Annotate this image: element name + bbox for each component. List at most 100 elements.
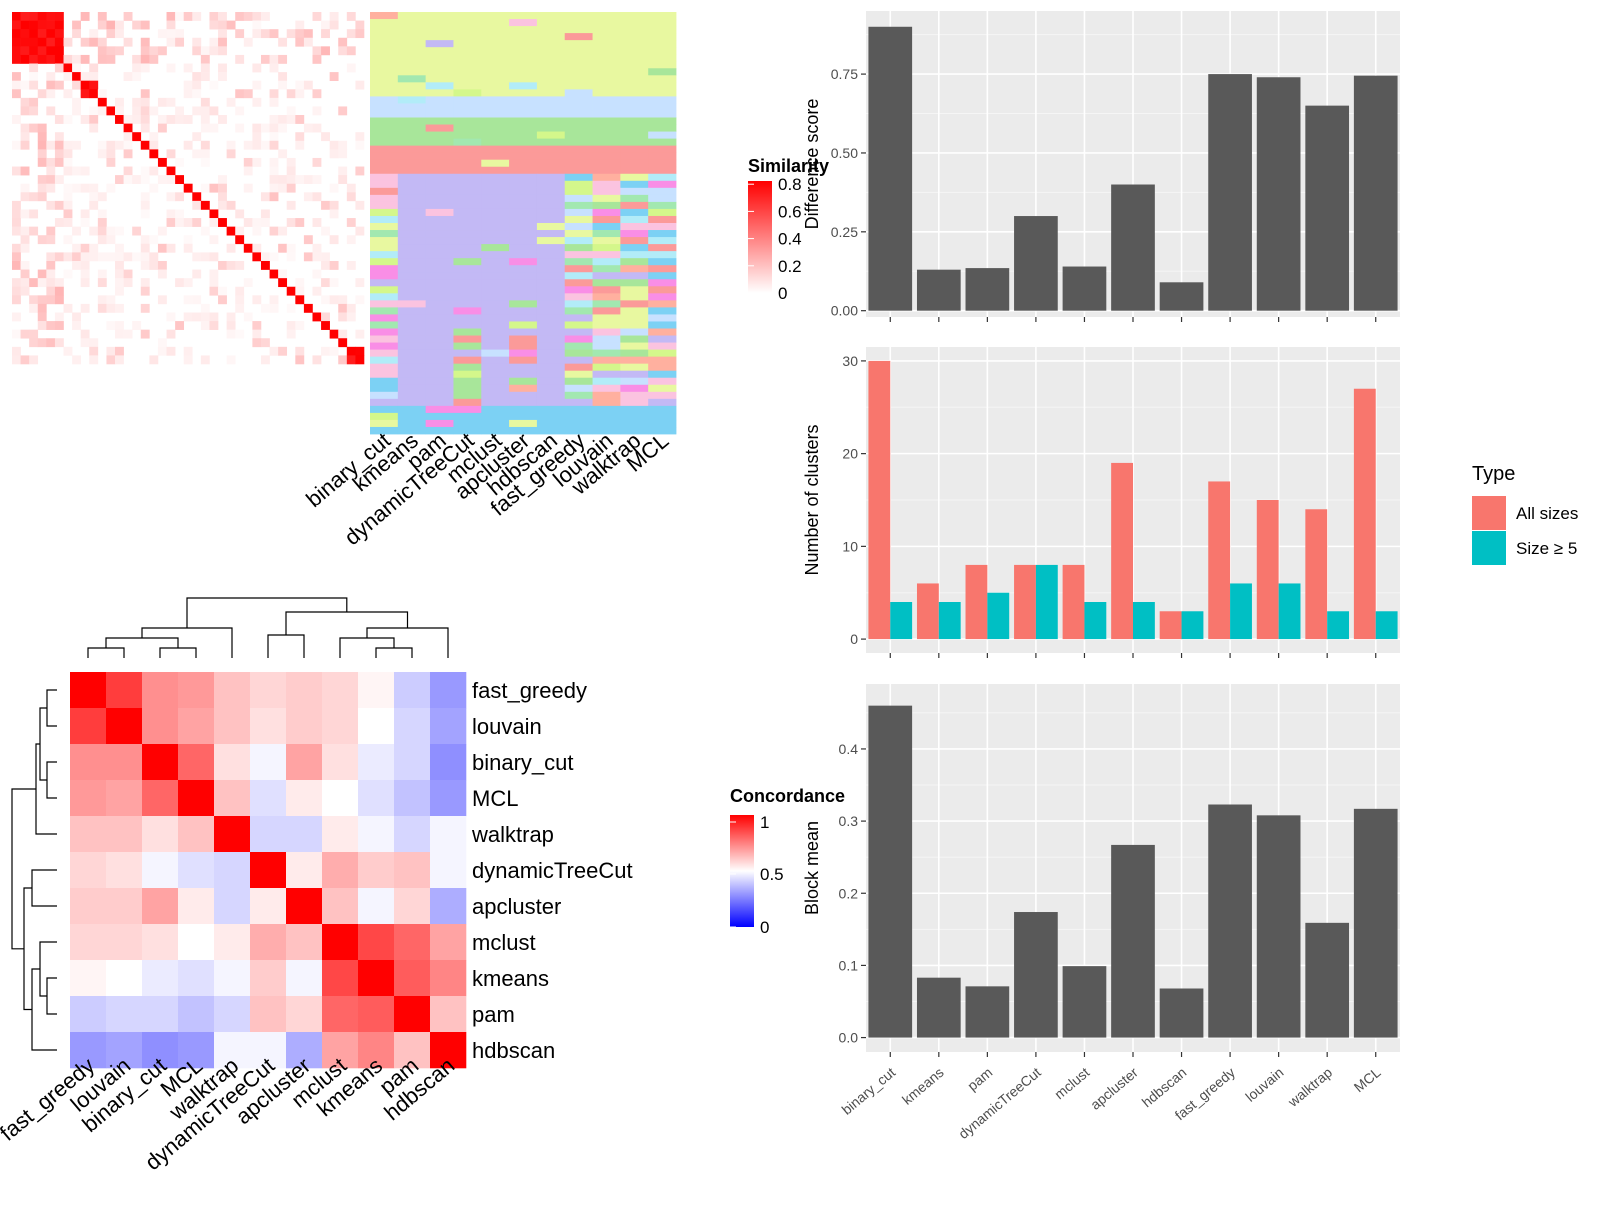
concordance-row-label: walktrap [471, 822, 554, 847]
similarity-cell [106, 183, 116, 193]
bar-all-sizes [1062, 564, 1085, 640]
similarity-cell [303, 123, 313, 133]
assignment-cell [370, 187, 399, 196]
assignment-cell [564, 208, 593, 217]
assignment-cell [425, 180, 454, 189]
bar [1159, 988, 1204, 1038]
assignment-cell [481, 33, 510, 41]
assignment-cell [453, 152, 482, 161]
assignment-cell [425, 40, 454, 48]
concordance-cell [214, 996, 251, 1033]
assignment-cell [425, 258, 454, 266]
similarity-cell [218, 192, 227, 202]
similarity-cell [37, 29, 47, 39]
similarity-cell [12, 140, 21, 150]
similarity-cell [329, 260, 339, 270]
assignment-cell [481, 138, 510, 147]
assignment-cell [620, 166, 649, 175]
assignment-cell [592, 159, 621, 168]
similarity-cell [72, 226, 81, 236]
x-tick-label: MCL [1351, 1064, 1384, 1095]
similarity-cell [321, 132, 330, 142]
similarity-cell [106, 235, 116, 245]
concordance-cell [430, 744, 467, 781]
similarity-cell [12, 355, 21, 365]
assignment-cell [648, 40, 677, 48]
concordance-cell [142, 996, 179, 1033]
concordance-cell [214, 888, 251, 925]
similarity-cell [269, 29, 279, 39]
assignment-cell [509, 419, 538, 428]
similarity-cell [329, 200, 339, 210]
similarity-cell [200, 97, 210, 107]
assignment-cell [536, 61, 566, 69]
similarity-cell [175, 115, 185, 124]
assignment-cell [592, 244, 621, 252]
assignment-cell [425, 124, 454, 132]
concordance-cell [70, 996, 107, 1033]
assignment-cell [453, 307, 482, 315]
assignment-cell [481, 187, 510, 196]
assignment-cell [481, 47, 510, 55]
similarity-cell [115, 303, 124, 313]
assignment-cell [397, 159, 427, 168]
similarity-cell [20, 209, 30, 219]
similarity-cell [260, 192, 270, 202]
bar-size-ge-5 [1375, 611, 1398, 640]
similarity-legend-tick-label: 0.4 [778, 230, 802, 249]
similarity-cell [243, 157, 253, 167]
dendrogram-left-link [31, 869, 57, 907]
similarity-cell [97, 295, 107, 305]
similarity-cell [235, 123, 245, 133]
concordance-row-label: pam [472, 1002, 515, 1027]
similarity-cell [183, 89, 193, 99]
similarity-cell [183, 183, 193, 193]
dendrogram-top-link [366, 627, 449, 658]
assignment-cell [536, 208, 566, 217]
assignment-cell [397, 363, 427, 372]
assignment-cell [509, 230, 538, 238]
assignment-cell [564, 272, 593, 280]
dendrogram-top-link [267, 634, 305, 658]
similarity-cell [46, 226, 56, 236]
assignment-cell [648, 272, 677, 280]
similarity-cell [80, 37, 90, 47]
assignment-cell [536, 82, 566, 90]
concordance-cell [178, 852, 215, 889]
assignment-cell [425, 47, 454, 55]
assignment-cell [481, 208, 510, 217]
similarity-cell [346, 183, 356, 193]
assignment-cell [397, 180, 427, 189]
assignment-cell [620, 124, 649, 132]
assignment-cell [481, 173, 510, 182]
similarity-cell [346, 29, 356, 39]
assignment-cell [648, 349, 677, 358]
similarity-cell [12, 260, 21, 270]
dendrogram-left-link [46, 689, 57, 727]
assignment-cell [397, 110, 427, 118]
assignment-cell [370, 152, 399, 161]
assignment-cell [481, 426, 510, 435]
similarity-cell [252, 63, 262, 73]
concordance-cell [322, 960, 359, 997]
assignment-cell [536, 412, 566, 421]
similarity-cell [286, 200, 296, 210]
similarity-cell [115, 115, 124, 124]
assignment-cell [481, 370, 510, 379]
similarity-cell [20, 54, 30, 64]
concordance-cell [322, 996, 359, 1033]
similarity-cell [149, 149, 159, 159]
y-axis-title: Number of clusters [802, 424, 822, 575]
similarity-cell [269, 140, 279, 150]
similarity-cell [166, 175, 176, 185]
similarity-cell [123, 12, 133, 21]
assignment-cell [648, 131, 677, 139]
assignment-cell [509, 103, 538, 111]
similarity-cell [312, 89, 322, 99]
assignment-cell [453, 54, 482, 62]
assignment-cell [620, 117, 649, 125]
assignment-cell [648, 201, 677, 210]
assignment-cell [509, 54, 538, 62]
similarity-cell [12, 243, 21, 253]
